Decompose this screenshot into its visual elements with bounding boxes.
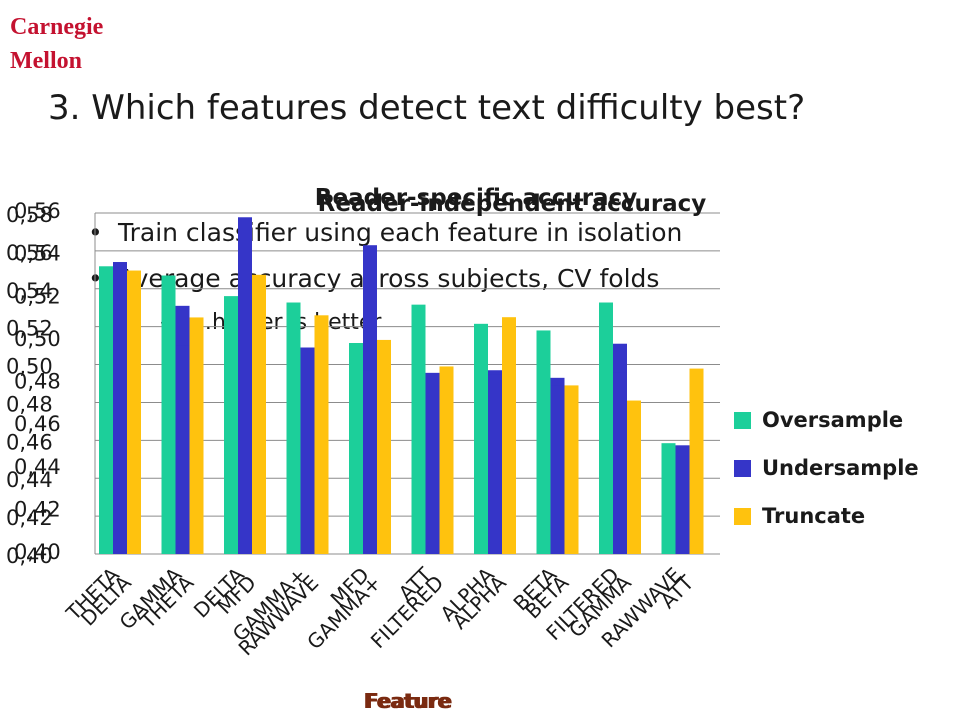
bar [224, 296, 238, 554]
x-axis-title: Feature [365, 689, 452, 713]
logo-line-2: Mellon [10, 48, 82, 74]
y-tick-label: 0,52 [14, 284, 61, 308]
y-tick-label: 0,40 [14, 540, 61, 564]
y-tick-label: 0,50 [14, 327, 61, 351]
bar [286, 302, 301, 554]
legend-label: Oversample [762, 408, 903, 432]
bar [314, 315, 329, 554]
logo-line-1: Carnegie [10, 14, 104, 40]
bar [536, 347, 551, 554]
bar [238, 217, 252, 554]
y-tick-label: 0,42 [6, 506, 53, 530]
legend-swatch [734, 412, 751, 429]
x-axis-title: Feature [363, 689, 450, 713]
bar [474, 323, 488, 554]
y-tick-label: 0,50 [6, 355, 53, 379]
y-tick-label: 0,54 [14, 242, 61, 266]
bullet-item: Average accuracy across subjects, CV fol… [88, 264, 682, 293]
bar [113, 262, 127, 554]
bar [627, 400, 641, 554]
bar [564, 396, 579, 554]
bar [675, 445, 690, 554]
y-tick-label: 0,44 [14, 455, 61, 479]
bar [599, 302, 613, 554]
bar [252, 274, 266, 554]
y-tick-label: 0,44 [6, 468, 53, 492]
y-tick-label: 0,58 [6, 203, 53, 227]
bar [550, 385, 565, 554]
y-tick-label: 0,56 [6, 241, 53, 265]
bullet-item: Train classifier using each feature in i… [88, 218, 682, 247]
bar [300, 353, 315, 554]
bar [175, 345, 190, 554]
y-tick-label: 0,56 [14, 199, 61, 223]
chart-legend: Oversample Undersample Truncate [734, 408, 919, 528]
y-tick-label: 0,54 [6, 279, 53, 303]
cmu-logo: Carnegie Mellon [10, 10, 103, 78]
y-tick-label: 0,46 [14, 412, 61, 436]
y-tick-label: 0,52 [6, 317, 53, 341]
sub-bullet-item: …higher is better [160, 310, 682, 335]
y-tick-label: 0,48 [6, 392, 53, 416]
legend-swatch [734, 460, 751, 477]
slide-title: 3. Which features detect text difficulty… [48, 88, 806, 128]
chart-title: Reader-independent accuracy [318, 191, 707, 217]
legend-label: Undersample [762, 456, 919, 480]
legend-label: Truncate [762, 504, 865, 528]
overlaid-bar-charts: 0,400,420,440,460,480,500,520,540,560,58… [6, 185, 919, 713]
bar [488, 374, 502, 554]
bar [613, 372, 627, 554]
bar [425, 372, 440, 554]
y-tick-label: 0,42 [14, 497, 61, 521]
bar [502, 370, 516, 554]
chart-title: Reader-specific accuracy [315, 185, 637, 211]
y-tick-label: 0,46 [6, 430, 53, 454]
y-tick-label: 0,40 [6, 544, 53, 568]
bar [411, 304, 426, 554]
bar [349, 343, 363, 554]
bar [363, 370, 377, 554]
bar [161, 304, 176, 554]
bar [439, 366, 454, 554]
legend-swatch [734, 508, 751, 525]
y-tick-label: 0,48 [14, 370, 61, 394]
bullet-list: Train classifier using each feature in i… [88, 218, 682, 352]
bar [99, 266, 113, 554]
bar [689, 368, 704, 554]
bar [661, 443, 676, 554]
bar [189, 317, 204, 554]
bar [377, 411, 391, 554]
bar [127, 270, 141, 554]
